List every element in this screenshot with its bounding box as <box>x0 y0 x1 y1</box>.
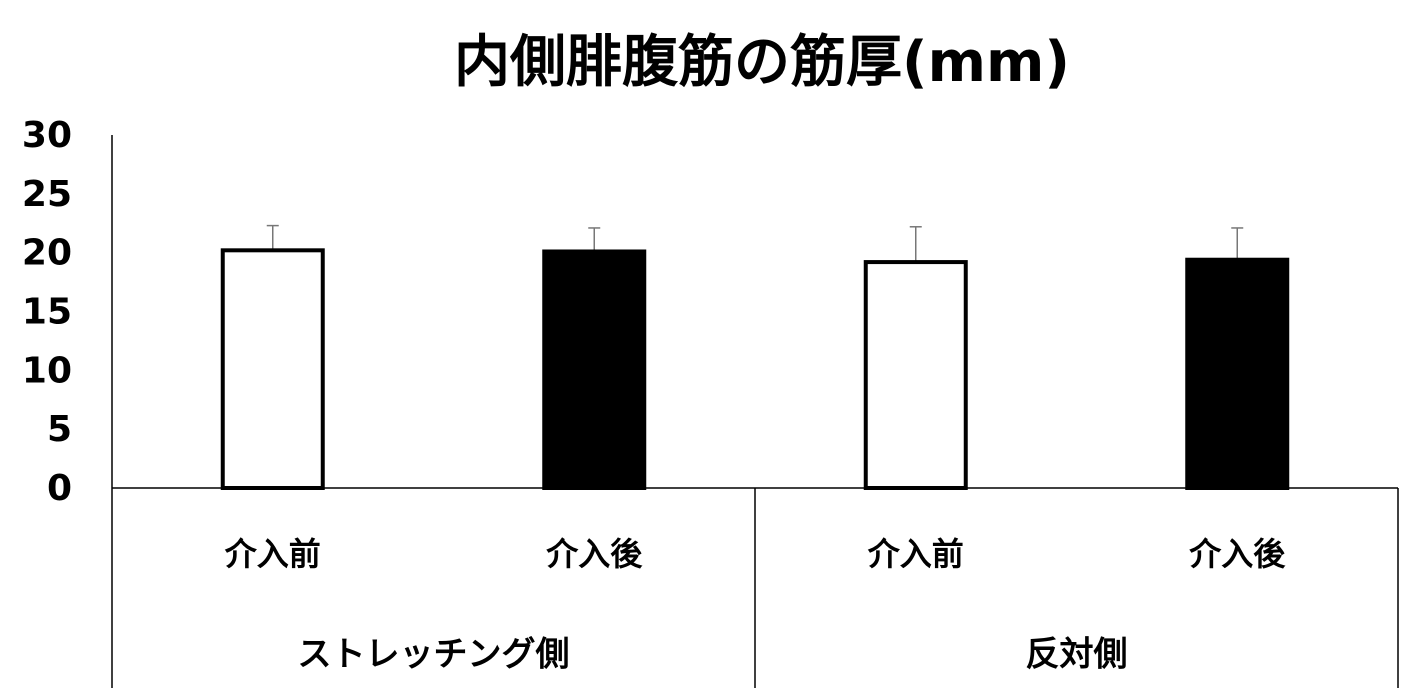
group-label: 反対側 <box>1026 635 1128 675</box>
y-tick-label: 0 <box>47 468 72 509</box>
x-tick-label: 介入後 <box>1188 535 1286 573</box>
bar <box>1185 257 1290 490</box>
y-tick-label: 10 <box>22 350 72 391</box>
y-tick-label: 5 <box>47 409 72 450</box>
chart-title: 内側腓腹筋の筋厚(mm) <box>454 30 1070 95</box>
x-tick-label: 介入後 <box>545 535 643 573</box>
y-tick-label: 30 <box>22 115 72 156</box>
group-label: ストレッチング側 <box>298 635 570 675</box>
x-tick-label: 介入前 <box>867 535 964 573</box>
bar <box>220 248 325 490</box>
x-tick-label: 介入前 <box>224 535 321 573</box>
y-tick-label: 25 <box>22 174 72 215</box>
bar <box>542 249 647 490</box>
y-tick-label: 20 <box>22 233 72 274</box>
bar <box>863 260 968 490</box>
y-tick-label: 15 <box>22 292 72 333</box>
